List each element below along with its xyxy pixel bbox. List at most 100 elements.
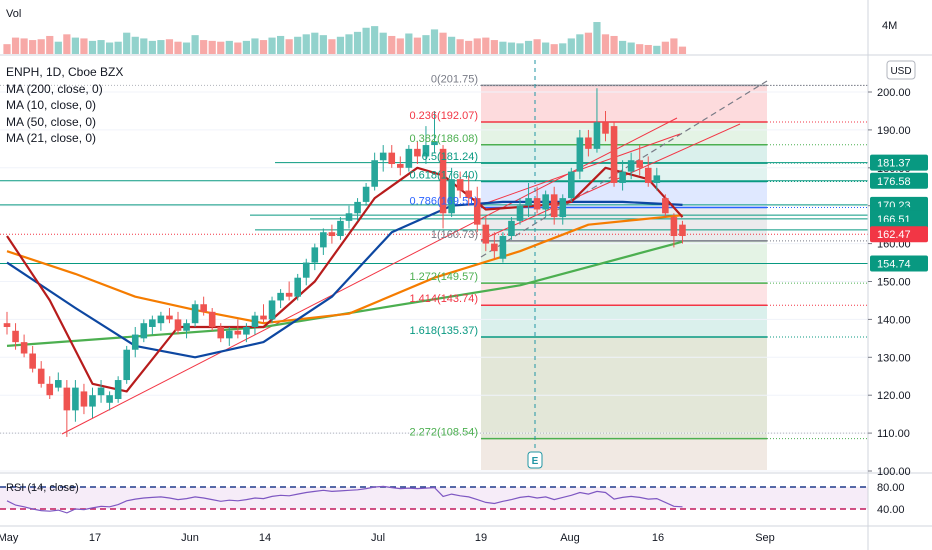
- candle-body: [465, 190, 472, 199]
- volume-bar: [200, 40, 208, 54]
- fib-level-label: 1.272(149.57): [410, 271, 479, 283]
- volume-bar: [473, 38, 481, 54]
- legend-ma-21[interactable]: MA (21, close, 0): [6, 131, 97, 145]
- candle-body: [388, 152, 396, 165]
- rsi-line: [6, 485, 683, 514]
- candle-body: [662, 198, 669, 214]
- candle-body: [585, 137, 592, 149]
- volume-label: Vol: [6, 8, 21, 20]
- volume-bar: [619, 40, 627, 54]
- volume-bar: [217, 41, 225, 54]
- fib-zone: [481, 207, 767, 241]
- candle-body: [636, 160, 643, 168]
- candle-body: [439, 148, 447, 214]
- volume-bar: [422, 35, 430, 54]
- volume-bar: [182, 42, 191, 54]
- candle-body: [191, 304, 199, 324]
- volume-bar: [157, 40, 165, 54]
- moving-average-line: [6, 214, 683, 325]
- candle-body: [576, 137, 584, 172]
- candle-body: [174, 319, 182, 331]
- time-axis: May 17 Jun 14 Jul 19 Aug 16 Sep: [0, 532, 775, 544]
- fib-zone: [481, 85, 767, 123]
- volume-bar: [29, 40, 37, 54]
- candle-body: [234, 330, 242, 335]
- volume-bar: [208, 40, 216, 54]
- legend-ma-200[interactable]: MA (200, close, 0): [6, 81, 103, 96]
- volume-bar: [661, 41, 669, 54]
- fib-level-label: 0.236(192.07): [410, 110, 479, 122]
- candle-body: [627, 160, 635, 172]
- fib-zone: [481, 181, 767, 208]
- volume-bar: [533, 39, 541, 54]
- legend-ma-10[interactable]: MA (10, close, 0): [6, 98, 97, 112]
- price-tick-label: 120.00: [877, 390, 911, 402]
- price-label-badge: [870, 154, 928, 171]
- volume-bar: [123, 32, 131, 54]
- candle-body: [226, 330, 233, 339]
- currency-button-label[interactable]: USD: [890, 66, 911, 77]
- fib-level-label: 1.618(135.37): [410, 325, 479, 337]
- candle-body: [285, 292, 293, 297]
- currency-button: [886, 60, 916, 80]
- volume-bar: [550, 44, 558, 54]
- fib-level-label: 0.5(181.24): [422, 151, 478, 163]
- fib-labels: 0(201.75) 0.236(192.07) 0.382(186.08) 0.5(1…: [410, 73, 479, 438]
- candle-body: [20, 342, 28, 354]
- price-grid: [0, 91, 868, 472]
- price-label-text: 176.58: [877, 176, 911, 188]
- time-tick-label: Sep: [755, 532, 775, 544]
- candle-body: [345, 213, 353, 221]
- candle-body: [106, 395, 113, 403]
- candle-body: [140, 323, 148, 339]
- candle-body: [243, 326, 250, 335]
- volume-bar: [636, 44, 644, 54]
- volume-bar: [97, 40, 105, 54]
- candle-body: [568, 171, 575, 199]
- time-tick-label: 16: [652, 532, 664, 544]
- volume-bar: [54, 41, 62, 54]
- volume-bar: [225, 40, 233, 54]
- candle-body: [166, 315, 173, 320]
- volume-bar: [439, 32, 447, 54]
- volume-bar: [388, 35, 396, 54]
- volume-bar: [328, 39, 336, 54]
- candle-body: [670, 217, 678, 237]
- candle-body: [379, 152, 387, 161]
- rsi-tick-label: 80.00: [877, 482, 905, 494]
- candle-body: [328, 232, 336, 237]
- volume-bar: [71, 37, 79, 54]
- volume-axis-label: 4M: [882, 20, 897, 32]
- legend-ma-50[interactable]: MA (50, close, 0): [6, 114, 97, 129]
- rsi-pane: RSI (14, close): [0, 482, 868, 514]
- rsi-tick-label: 40.00: [877, 504, 905, 516]
- price-tick-label: 130.00: [877, 352, 911, 364]
- candle-body: [294, 277, 301, 297]
- volume-bar: [285, 39, 293, 54]
- candle-body: [46, 383, 54, 396]
- candle-body: [619, 171, 626, 183]
- candle-body: [542, 194, 549, 210]
- price-label-badge: [870, 226, 928, 243]
- volume-bar: [242, 40, 250, 54]
- fib-level-label: 0(201.75): [431, 73, 478, 85]
- volume-bar: [37, 39, 45, 54]
- candle-body: [354, 201, 361, 214]
- volume-bar: [379, 32, 387, 54]
- price-label-text: 162.47: [877, 229, 911, 241]
- moving-average-line: [6, 200, 683, 359]
- fib-level-label: 1(160.73): [431, 229, 478, 241]
- volume-bar: [413, 37, 421, 54]
- candle-body: [405, 148, 413, 168]
- volume-bar: [430, 29, 439, 54]
- volume-bar: [63, 34, 71, 54]
- candle-body: [422, 145, 430, 157]
- candle-body: [533, 198, 541, 210]
- volume-bar: [610, 35, 618, 54]
- earnings-marker-letter: E: [532, 456, 539, 467]
- volume-bar: [448, 36, 456, 54]
- price-tick-label: 110.00: [877, 428, 910, 440]
- time-tick-label: 19: [475, 532, 487, 544]
